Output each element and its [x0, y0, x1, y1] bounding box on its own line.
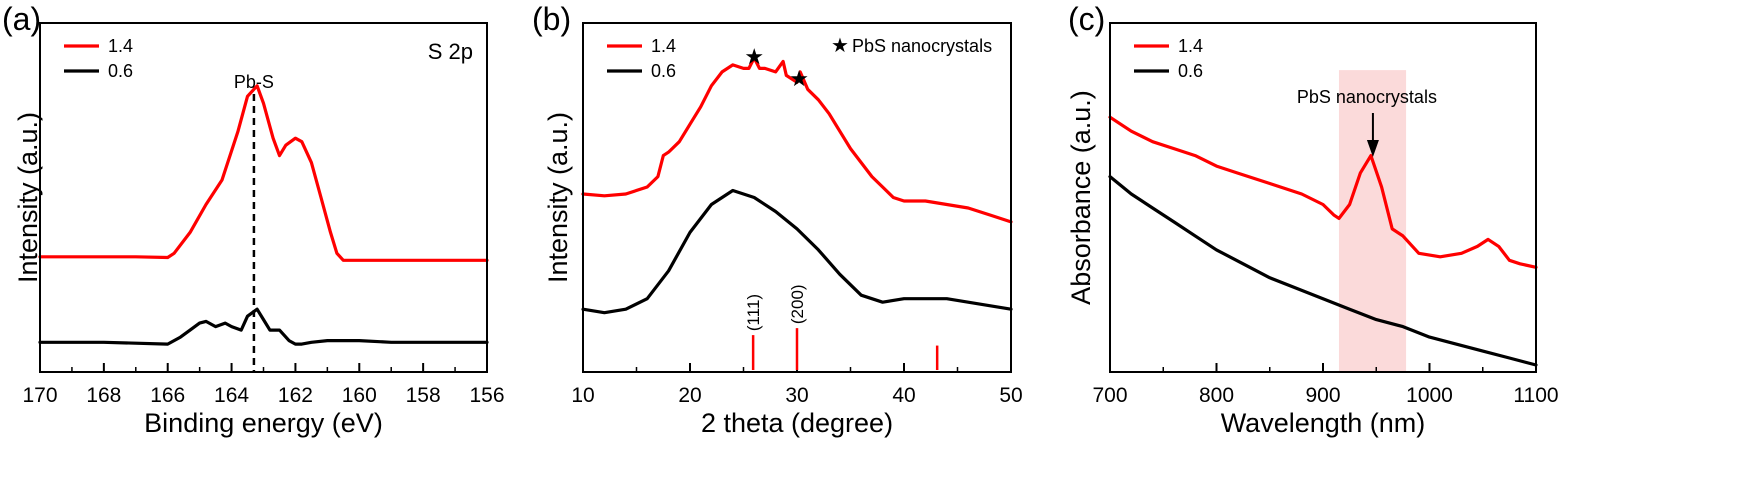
x-axis-title: 2 theta (degree) — [701, 408, 893, 438]
x-tick-label: 10 — [571, 384, 594, 407]
x-tick-label: 700 — [1092, 384, 1127, 407]
star-legend-icon: ★ — [831, 35, 849, 57]
x-tick-label: 166 — [150, 384, 185, 407]
panel-label: (c) — [1068, 1, 1105, 37]
x-tick-label: 30 — [785, 384, 808, 407]
corner-label: S 2p — [428, 39, 473, 64]
panel-label: (b) — [532, 1, 571, 37]
legend-label: 0.6 — [1178, 61, 1203, 81]
x-tick-label: 900 — [1305, 384, 1340, 407]
legend-label: 1.4 — [1178, 36, 1203, 56]
annotation-arrow-head — [1366, 140, 1379, 157]
series-line-1-4 — [1108, 115, 1538, 269]
y-axis-title: Absorbance (a.u.) — [1066, 90, 1096, 305]
legend-label: 0.6 — [108, 61, 133, 81]
x-tick-label: 156 — [469, 384, 504, 407]
star-marker: ★ — [789, 66, 809, 91]
star-legend-label: PbS nanocrystals — [852, 36, 992, 56]
x-axis-title: Binding energy (eV) — [144, 408, 383, 438]
x-tick-label: 1000 — [1406, 384, 1453, 407]
chart-panel-a: (a) 170 168 166 164 162 160 158 156 Binding energ… — [2, 1, 505, 438]
legend-label: 1.4 — [108, 36, 133, 56]
x-tick-label: 158 — [406, 384, 441, 407]
x-tick-label: 162 — [278, 384, 313, 407]
chart-panel-b: (b) 10 20 30 40 50 2 theta (degree) Intensity (… — [532, 1, 1023, 438]
x-tick-label: 1100 — [1513, 384, 1558, 407]
pbs-annotation-label: PbS nanocrystals — [1297, 87, 1437, 107]
x-tick-label: 20 — [678, 384, 701, 407]
x-tick-label: 800 — [1199, 384, 1234, 407]
x-tick-label: 170 — [22, 384, 57, 407]
legend-label: 1.4 — [651, 36, 676, 56]
panel-label: (a) — [2, 1, 41, 37]
series-line-0-6 — [1108, 175, 1538, 367]
x-tick-label: 160 — [342, 384, 377, 407]
reference-line-label: (200) — [788, 284, 807, 324]
x-axis-title: Wavelength (nm) — [1221, 408, 1426, 438]
series-line-1-4 — [38, 84, 489, 262]
reference-line-label: (111) — [744, 294, 763, 331]
y-axis-title: Intensity (a.u.) — [543, 112, 573, 283]
series-line-1-4 — [581, 56, 1013, 224]
legend-label: 0.6 — [651, 61, 676, 81]
x-tick-label: 50 — [999, 384, 1022, 407]
plot-frame — [1109, 22, 1537, 373]
chart-panel-c: (c) 700 800 900 1000 1100 Wavelength (nm) Absor… — [1066, 1, 1559, 438]
star-marker: ★ — [744, 44, 764, 69]
x-tick-label: 168 — [86, 384, 121, 407]
x-tick-label: 164 — [214, 384, 249, 407]
x-tick-label: 40 — [892, 384, 915, 407]
series-line-0-6 — [581, 188, 1013, 315]
pb-s-label: Pb-S — [234, 72, 274, 92]
y-axis-title: Intensity (a.u.) — [13, 112, 43, 283]
series-line-0-6 — [38, 307, 489, 346]
